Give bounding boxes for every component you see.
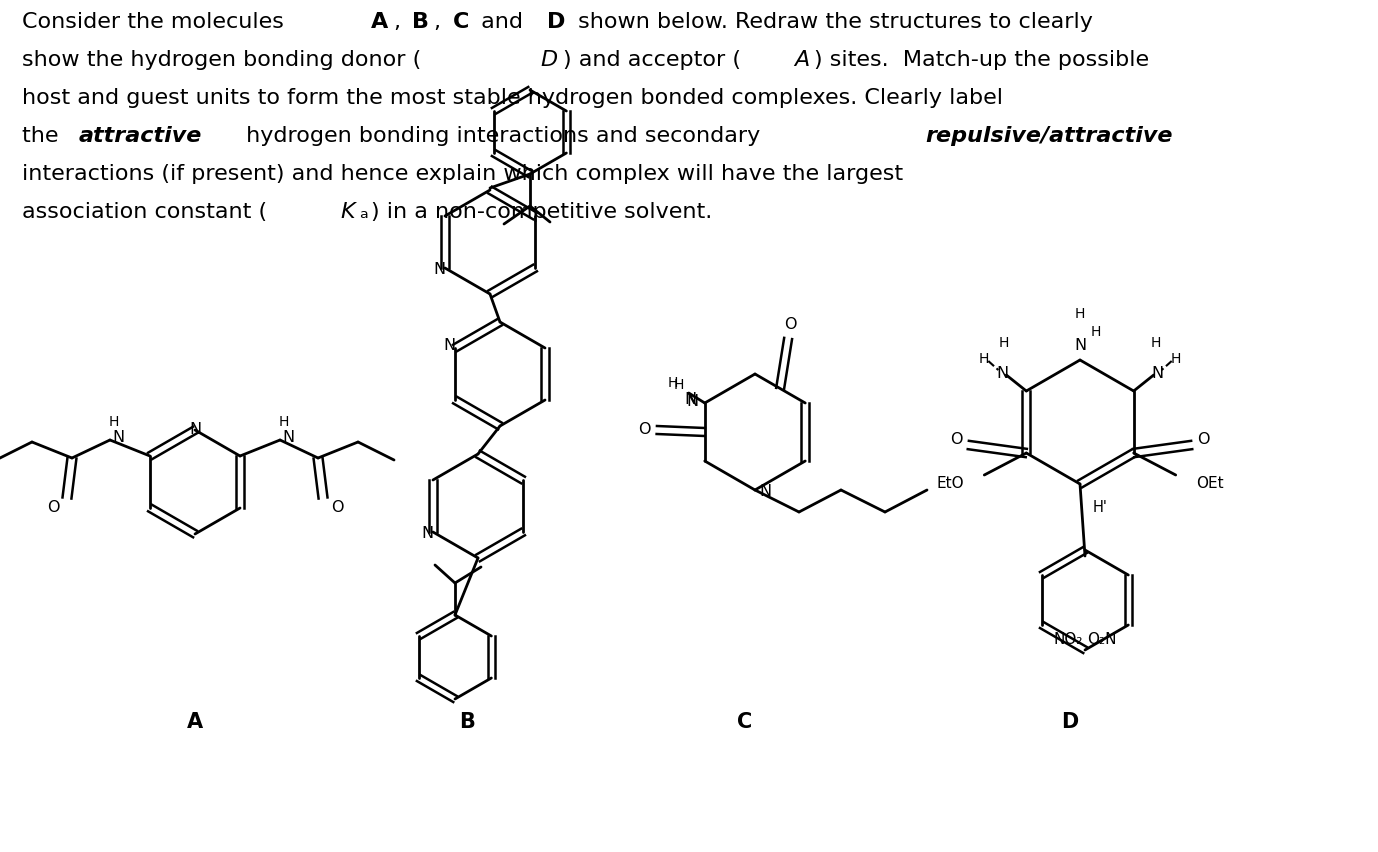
Text: D: D: [547, 12, 565, 32]
Text: A: A: [371, 12, 389, 32]
Text: B: B: [412, 12, 429, 32]
Text: O: O: [949, 431, 963, 446]
Text: A: A: [187, 712, 203, 732]
Text: H: H: [109, 415, 119, 429]
Text: OEt: OEt: [1196, 475, 1224, 491]
Text: show the hydrogen bonding donor (: show the hydrogen bonding donor (: [22, 50, 422, 70]
Text: ) sites.  Match-up the possible: ) sites. Match-up the possible: [814, 50, 1149, 70]
Text: N: N: [1152, 366, 1164, 381]
Text: attractive: attractive: [79, 126, 203, 146]
Text: C: C: [737, 712, 752, 732]
Text: H: H: [278, 415, 289, 429]
Text: and: and: [474, 12, 531, 32]
Text: O: O: [1197, 431, 1210, 446]
Text: ,: ,: [394, 12, 408, 32]
Text: O₂N: O₂N: [1087, 631, 1116, 647]
Text: N: N: [433, 262, 445, 278]
Text: N: N: [442, 338, 455, 354]
Text: B: B: [459, 712, 475, 732]
Text: O: O: [47, 500, 59, 515]
Text: host and guest units to form the most stable hydrogen bonded complexes. Clearly : host and guest units to form the most st…: [22, 88, 1003, 108]
Text: A: A: [794, 50, 809, 70]
Text: NO₂: NO₂: [1054, 631, 1083, 647]
Text: O: O: [784, 317, 796, 332]
Text: N: N: [685, 392, 697, 406]
Text: interactions (if present) and hence explain which complex will have the largest: interactions (if present) and hence expl…: [22, 164, 903, 184]
Text: N: N: [1073, 338, 1086, 354]
Text: ,: ,: [434, 12, 448, 32]
Text: EtO: EtO: [937, 475, 965, 491]
Text: N: N: [996, 366, 1009, 381]
Text: C: C: [452, 12, 469, 32]
Text: H: H: [1151, 336, 1160, 350]
Text: ) in a non-competitive solvent.: ) in a non-competitive solvent.: [371, 202, 712, 222]
Text: H: H: [980, 352, 989, 366]
Text: O: O: [638, 423, 650, 437]
Text: N: N: [189, 422, 201, 436]
Text: N: N: [112, 430, 124, 446]
Text: N: N: [282, 430, 294, 446]
Text: N: N: [420, 527, 433, 542]
Text: H: H: [1091, 325, 1101, 339]
Text: the: the: [22, 126, 66, 146]
Text: N: N: [759, 485, 772, 499]
Text: N: N: [686, 394, 699, 408]
Text: ₐ: ₐ: [360, 202, 368, 222]
Text: K: K: [340, 202, 356, 222]
Text: association constant (: association constant (: [22, 202, 267, 222]
Text: H: H: [1075, 307, 1086, 321]
Text: hydrogen bonding interactions and secondary: hydrogen bonding interactions and second…: [238, 126, 768, 146]
Text: H: H: [674, 378, 683, 392]
Text: H: H: [667, 376, 678, 390]
Text: H: H: [999, 336, 1010, 350]
Text: repulsive/attractive: repulsive/attractive: [925, 126, 1173, 146]
Text: D: D: [1061, 712, 1079, 732]
Text: Consider the molecules: Consider the molecules: [22, 12, 291, 32]
Text: H': H': [1093, 500, 1108, 515]
Text: O: O: [331, 500, 343, 515]
Text: D: D: [540, 50, 558, 70]
Text: H: H: [1170, 352, 1181, 366]
Text: shown below. Redraw the structures to clearly: shown below. Redraw the structures to cl…: [570, 12, 1093, 32]
Text: ) and acceptor (: ) and acceptor (: [562, 50, 741, 70]
